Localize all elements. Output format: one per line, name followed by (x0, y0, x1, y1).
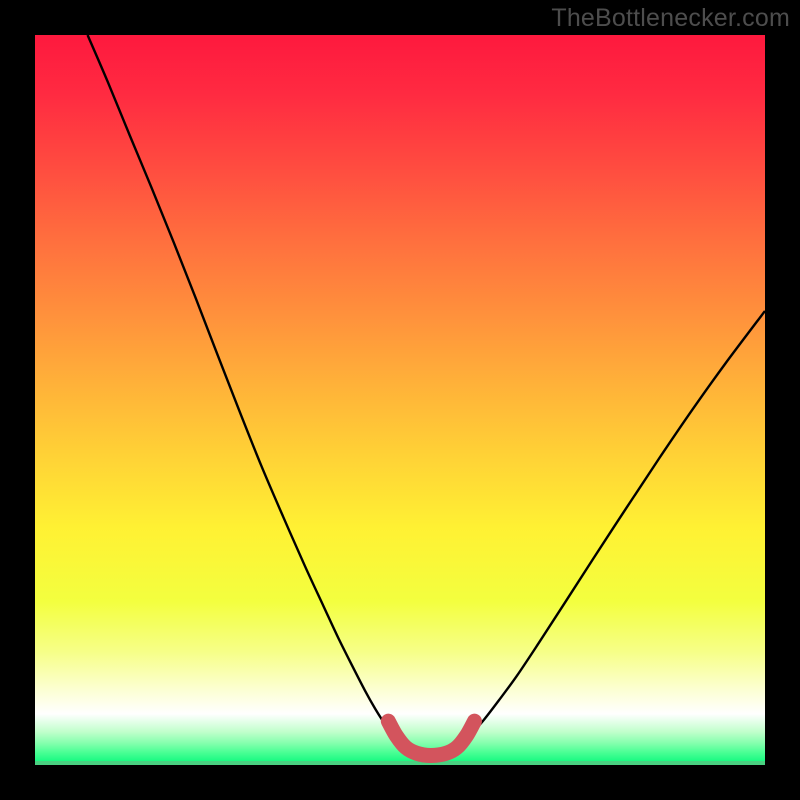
left-curve (88, 35, 398, 741)
trough-overlay (388, 721, 474, 755)
plot-area (35, 35, 765, 765)
curves-svg (35, 35, 765, 765)
right-curve (464, 311, 765, 741)
chart-frame: TheBottlenecker.com (0, 0, 800, 800)
watermark-text: TheBottlenecker.com (551, 4, 790, 33)
